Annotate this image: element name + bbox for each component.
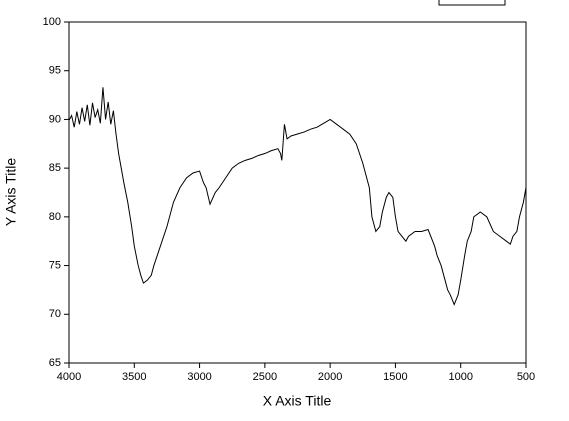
x-axis-title: X Axis Title [263, 393, 332, 409]
y-tick-label: 75 [49, 259, 61, 271]
y-tick-label: 80 [49, 211, 61, 223]
x-tick-label: 2000 [318, 371, 342, 383]
data-line [68, 87, 527, 306]
y-tick-label: 70 [49, 308, 61, 320]
x-tick-label: 4000 [57, 371, 81, 383]
y-tick-label: 100 [43, 16, 61, 28]
legend-box [438, 0, 506, 6]
y-tick-label: 90 [49, 113, 61, 125]
y-tick-label: 65 [49, 357, 61, 369]
plot-frame [68, 21, 527, 364]
x-tick-label: 1500 [383, 371, 407, 383]
y-axis-title: Y Axis Title [3, 158, 19, 226]
y-tick-label: 85 [49, 162, 61, 174]
x-tick-label: 1000 [448, 371, 472, 383]
x-tick-label: 3000 [187, 371, 211, 383]
y-tick-label: 95 [49, 65, 61, 77]
x-tick-label: 500 [517, 371, 535, 383]
x-tick-label: 2500 [253, 371, 277, 383]
x-tick-label: 3500 [122, 371, 146, 383]
